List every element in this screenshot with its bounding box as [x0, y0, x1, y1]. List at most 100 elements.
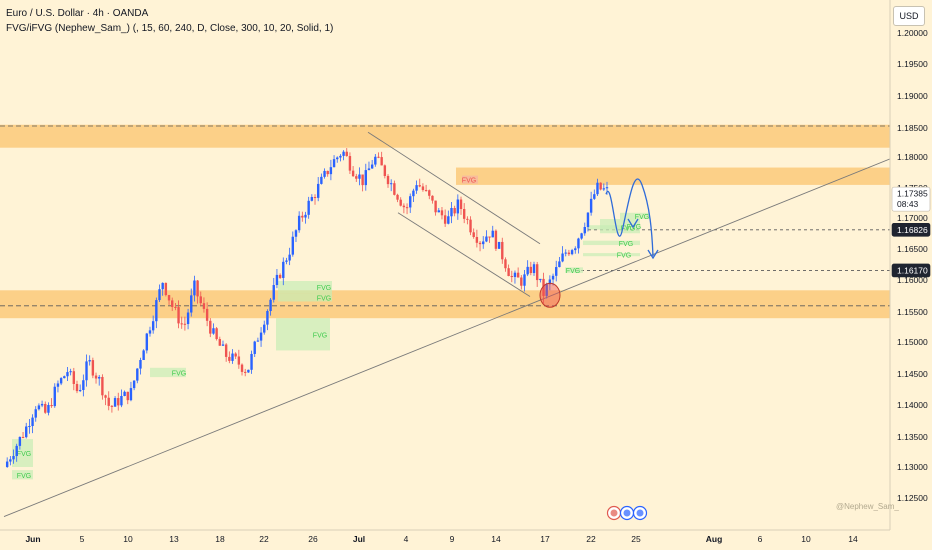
candle-body	[282, 261, 285, 278]
candle-body	[291, 236, 295, 255]
candle-body	[199, 296, 202, 304]
candle-body	[529, 266, 533, 274]
time-tick-label: 22	[586, 534, 596, 544]
candle-body	[348, 156, 352, 171]
candle-body	[545, 284, 548, 296]
candle-body	[599, 182, 602, 190]
candle-body	[526, 266, 529, 275]
price-tick-label: 1.12500	[897, 493, 928, 503]
price-tick-label: 1.15000	[897, 337, 928, 347]
candle-body	[431, 195, 434, 201]
candle-body	[47, 404, 50, 413]
candle-body	[488, 236, 491, 238]
candle-body	[355, 176, 358, 179]
candle-body	[580, 233, 583, 239]
candle-body	[180, 323, 183, 325]
channel-bottom-line	[397, 212, 531, 297]
candle-body	[53, 386, 56, 407]
candle-body	[59, 378, 63, 384]
fvg-label-7: FVG	[627, 224, 641, 231]
candle-body	[21, 436, 25, 438]
candle-body	[113, 398, 117, 407]
candle-body	[424, 190, 428, 192]
symbol-title[interactable]: Euro / U.S. Dollar · 4h · OANDA	[6, 8, 149, 19]
candle-body	[310, 197, 314, 201]
candle-body	[12, 456, 15, 460]
fvg-label-10: FVG	[566, 268, 580, 275]
candle-body	[136, 368, 139, 381]
candle-body	[256, 340, 260, 342]
chart-legend: Euro / U.S. Dollar · 4h · OANDA FVG/iFVG…	[6, 6, 333, 36]
candle-body	[85, 361, 88, 381]
fvg-box-4	[278, 293, 332, 302]
candle-body	[523, 274, 526, 286]
candle-body	[278, 274, 282, 278]
candle-body	[447, 216, 450, 224]
candle-body	[94, 375, 98, 379]
candle-body	[377, 156, 380, 158]
candle-body	[586, 212, 590, 228]
time-tick-label: Aug	[706, 534, 723, 544]
currency-button[interactable]: USD	[893, 6, 925, 26]
fvg-box-2	[150, 367, 186, 378]
candle-body	[475, 236, 479, 243]
candle-body	[555, 267, 558, 276]
candle-body	[69, 371, 72, 373]
candle-body	[532, 264, 536, 274]
event-flag-icon-center	[610, 509, 618, 517]
fvg-label-3: FVG	[317, 285, 331, 292]
candle-body	[472, 232, 475, 237]
candle-body	[596, 182, 599, 195]
candle-body	[218, 339, 222, 346]
candle-body	[345, 151, 348, 157]
candle-body	[339, 155, 342, 158]
candle-body	[539, 278, 542, 281]
candle-body	[548, 279, 552, 285]
candle-body	[285, 260, 288, 262]
candle-body	[167, 295, 171, 301]
candle-body	[320, 176, 323, 184]
candle-body	[155, 300, 158, 322]
candle-body	[50, 404, 53, 407]
candle-body	[72, 371, 76, 384]
price-tick-label: 1.20000	[897, 28, 928, 38]
candle-body	[177, 307, 180, 324]
candle-body	[272, 285, 275, 300]
candle-body	[558, 261, 561, 268]
candle-body	[202, 303, 206, 309]
fvg-box-1	[12, 470, 33, 480]
candle-body	[501, 241, 504, 260]
time-tick-label: 5	[80, 534, 85, 544]
candle-body	[434, 200, 437, 213]
candles-layer	[5, 148, 609, 468]
candle-body	[259, 332, 263, 341]
candle-body	[380, 157, 383, 166]
candle-body	[564, 252, 567, 254]
candle-body	[326, 170, 329, 175]
candle-body	[224, 344, 228, 357]
time-tick-label: 10	[123, 534, 133, 544]
candle-body	[389, 183, 393, 185]
candle-body	[393, 183, 396, 195]
projection-arrow-2	[647, 249, 659, 260]
fvg-box-8	[583, 240, 640, 246]
candle-body	[494, 230, 498, 249]
candle-body	[171, 300, 174, 307]
candle-body	[44, 403, 47, 413]
candle-body	[450, 207, 453, 217]
candle-body	[104, 395, 107, 398]
candle-body	[351, 170, 355, 177]
candle-body	[183, 323, 187, 325]
candle-body	[209, 320, 212, 334]
candle-body	[107, 397, 110, 406]
candle-body	[82, 380, 85, 390]
candle-body	[602, 188, 606, 190]
candle-body	[164, 282, 168, 296]
price-badge-countdown: 08:43	[897, 199, 919, 209]
candle-body	[221, 344, 225, 346]
time-tick-label: 13	[169, 534, 179, 544]
indicator-title[interactable]: FVG/iFVG (Nephew_Sam_) (, 15, 60, 240, D…	[6, 23, 334, 34]
fvg-label-8: FVG	[619, 241, 633, 248]
